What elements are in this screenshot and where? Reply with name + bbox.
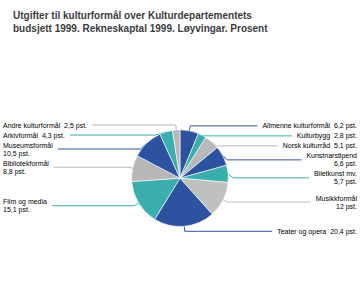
svg-text:Norsk kulturråd 5,1 pst.: Norsk kulturråd 5,1 pst. xyxy=(283,142,357,150)
svg-text:Utgifter til kulturformål over: Utgifter til kulturformål over Kulturdep… xyxy=(13,10,252,21)
svg-text:10,5 pst.: 10,5 pst. xyxy=(3,150,30,158)
svg-text:Andre kulturformål 2,5 pst.: Andre kulturformål 2,5 pst. xyxy=(3,122,87,130)
svg-text:Kulturbygg 2,8 pst.: Kulturbygg 2,8 pst. xyxy=(297,132,357,140)
svg-text:Film og media: Film og media xyxy=(3,198,47,206)
svg-text:6,6 pst.: 6,6 pst. xyxy=(334,160,357,168)
svg-text:Musikkformål: Musikkformål xyxy=(316,195,358,202)
svg-text:12 pst.: 12 pst. xyxy=(336,203,357,211)
svg-text:Arkivformål 4,3 pst.: Arkivformål 4,3 pst. xyxy=(3,132,65,140)
svg-text:budsjett 1999. Rekneskaptal 19: budsjett 1999. Rekneskaptal 1999. Løyvin… xyxy=(13,23,268,34)
svg-text:5,7 pst.: 5,7 pst. xyxy=(334,178,357,186)
svg-text:Teater og opera 20,4 pst.: Teater og opera 20,4 pst. xyxy=(277,228,357,236)
svg-text:8,8 pst.: 8,8 pst. xyxy=(3,168,26,176)
svg-text:Bibliotekformål: Bibliotekformål xyxy=(3,160,49,167)
svg-text:Kunstnarstipend: Kunstnarstipend xyxy=(306,152,357,160)
svg-text:Biletkunst mv.: Biletkunst mv. xyxy=(314,170,357,177)
svg-text:15,1 pst.: 15,1 pst. xyxy=(3,206,30,214)
svg-text:Museumsformål: Museumsformål xyxy=(3,142,53,149)
svg-text:Allmenne kulturformål 6,2 pst: Allmenne kulturformål 6,2 pst. xyxy=(262,122,357,130)
